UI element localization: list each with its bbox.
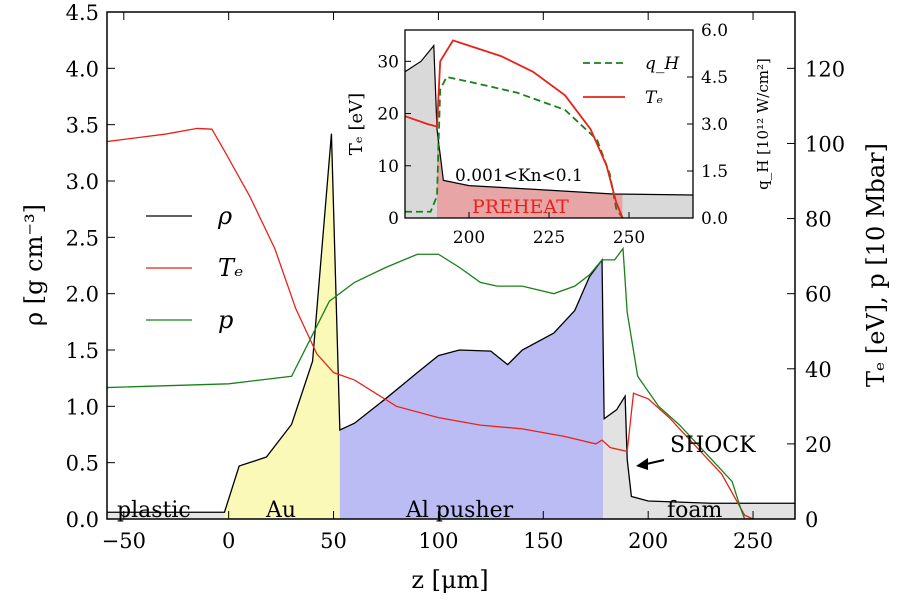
main-region-fills: [107, 133, 795, 519]
y-left-tick-label-6: 3.0: [66, 170, 99, 194]
inset-tick-labels: 200 225 250 0 10 20 30 0.0 1.5 3.0 4.5 6.0: [377, 21, 728, 248]
region-label-0: plastic: [117, 498, 191, 523]
region-label-3: foam: [667, 498, 723, 523]
left-y-axis-label: ρ [g cm⁻³]: [20, 204, 48, 326]
inset-left-y-label: Tₑ [eV]: [346, 93, 367, 155]
y-right-tick-label-6: 120: [805, 57, 845, 81]
x-tick-label-1: 0: [222, 529, 235, 553]
inset-y-left-tick-label-3: 30: [377, 52, 399, 72]
inset-y-right-tick-label-0: 0.0: [701, 209, 728, 229]
inset-line-te: [404, 39, 624, 219]
inset-fill-preheat: [437, 129, 623, 218]
x-tick-label-3: 100: [418, 529, 458, 553]
x-tick-label-4: 150: [523, 529, 563, 553]
x-tick-label-0: −50: [102, 529, 146, 553]
inset-line-qh: [405, 75, 624, 219]
x-axis-label: z [μm]: [411, 566, 488, 594]
series-line-rho: [107, 133, 795, 513]
inset-y-left-tick-label-1: 10: [377, 157, 399, 177]
shock-label: SHOCK: [670, 433, 756, 458]
inset-legend-label-1: Tₑ: [645, 88, 663, 108]
inset-line-rho: [404, 44, 694, 196]
y-right-tick-label-1: 20: [805, 433, 832, 457]
region-fill-2: [339, 259, 604, 519]
y-left-tick-label-3: 1.5: [66, 339, 99, 363]
y-right-tick-label-3: 60: [805, 283, 832, 307]
series-line-p: [106, 246, 746, 520]
y-left-tick-label-7: 3.5: [66, 114, 99, 138]
region-labels: plastic Au Al pusher foam: [117, 498, 723, 523]
inset-y-right-tick-label-2: 3.0: [701, 115, 728, 135]
y-left-tick-label-1: 0.5: [66, 452, 99, 476]
region-label-1: Au: [265, 498, 296, 523]
inset-legend-label-0: q_H: [645, 54, 680, 74]
y-left-tick-label-0: 0.0: [66, 508, 99, 532]
main-axes: [106, 11, 796, 520]
inset-y-right-tick-label-1: 1.5: [701, 162, 728, 182]
y-right-tick-label-5: 100: [805, 132, 845, 156]
region-fill-3: [603, 339, 795, 519]
region-fill-1: [224, 133, 340, 519]
y-left-tick-label-4: 2.0: [66, 283, 99, 307]
inset-y-right-tick-label-4: 6.0: [701, 21, 728, 41]
y-left-tick-label-8: 4.0: [66, 57, 99, 81]
y-left-tick-label-5: 2.5: [66, 226, 99, 250]
y-left-tick-label-9: 4.5: [66, 1, 99, 25]
shock-annotation: SHOCK: [636, 433, 756, 470]
main-chart: −50 0 50 100 150 200 2500.00.51.01.52.02.53.03…: [20, 1, 890, 594]
y-left-tick-label-2: 1.0: [66, 395, 99, 419]
x-tick-label-2: 50: [320, 529, 347, 553]
preheat-label: PREHEAT: [472, 196, 569, 218]
inset-x-tick-label-1: 225: [533, 228, 565, 248]
legend-label-1: Tₑ: [218, 254, 243, 282]
y-right-tick-label-0: 0: [805, 508, 818, 532]
main-plot-frame: [106, 11, 796, 520]
region-label-2: Al pusher: [405, 498, 514, 523]
main-tick-labels: −50 0 50 100 150 200 2500.00.51.01.52.02.53.03…: [66, 1, 846, 553]
inset-series-lines: [404, 39, 694, 219]
main-legend: ρ Tₑ p: [146, 202, 243, 334]
inset-y-left-tick-label-0: 0: [388, 209, 399, 229]
inset-fills: [405, 45, 693, 218]
inset-axes: [404, 29, 694, 219]
region-fill-0: [107, 512, 225, 519]
inset-y-left-tick-label-2: 20: [377, 105, 399, 125]
inset-right-y-label: q_H [10¹² W/cm²]: [754, 58, 772, 190]
y-right-tick-label-2: 40: [805, 358, 832, 382]
y-right-tick-label-4: 80: [805, 208, 832, 232]
shock-arrow-head: [636, 458, 648, 470]
series-line-te: [106, 127, 754, 520]
x-tick-label-6: 250: [733, 529, 773, 553]
right-y-axis-label: Tₑ [eV], p [10 Mbar]: [862, 143, 890, 387]
inset-fill-left: [405, 45, 437, 218]
legend-label-2: p: [218, 306, 233, 334]
inset-chart: 200 225 250 0 10 20 30 0.0 1.5 3.0 4.5 6.0 0.001<Kn…: [346, 21, 772, 248]
main-series-lines: [106, 127, 795, 520]
inset-x-tick-label-2: 250: [613, 228, 645, 248]
inset-fill-right: [622, 194, 693, 218]
knudsen-label: 0.001<Kn<0.1: [455, 166, 583, 186]
inset-y-right-tick-label-3: 4.5: [701, 68, 728, 88]
legend-label-0: ρ: [217, 202, 232, 230]
x-tick-label-5: 200: [628, 529, 668, 553]
inset-x-tick-label-0: 200: [453, 228, 485, 248]
inset-legend: q_H Tₑ: [583, 54, 680, 108]
